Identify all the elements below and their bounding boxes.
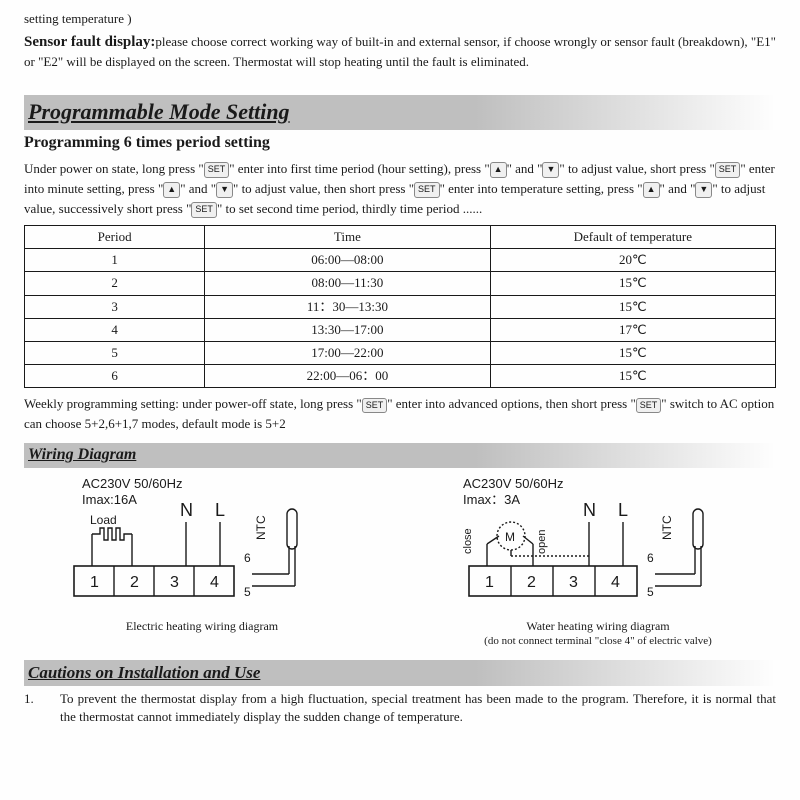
label-ntc: NTC: [660, 515, 674, 540]
caution-list: 1. To prevent the thermostat display from…: [24, 690, 776, 726]
table-cell: 6: [25, 365, 205, 388]
table-cell: 20℃: [490, 249, 775, 272]
water-heating-diagram: AC230V 50/60Hz Imax：3A N L M close open: [420, 474, 776, 650]
set-key-icon: SET: [204, 162, 230, 178]
period-table: Period Time Default of temperature 106:0…: [24, 225, 776, 388]
col-default-temp: Default of temperature: [490, 225, 775, 248]
terminal-3: 3: [569, 574, 578, 591]
weekly-programming-note: Weekly programming setting: under power-…: [24, 394, 776, 433]
set-key-icon: SET: [715, 162, 741, 178]
water-caption: Water heating wiring diagram: [420, 618, 776, 635]
text: " enter into temperature setting, press …: [440, 181, 643, 196]
label-close: close: [462, 528, 474, 554]
set-key-icon: SET: [362, 398, 388, 414]
table-cell: 13:30—17:00: [205, 318, 490, 341]
col-time: Time: [205, 225, 490, 248]
terminal-6: 6: [647, 551, 654, 565]
water-caption-sub: (do not connect terminal "close 4" of el…: [420, 634, 776, 649]
label-N: N: [583, 500, 596, 520]
programmable-mode-title: Programmable Mode Setting: [24, 95, 776, 130]
table-row: 106:00—08:0020℃: [25, 249, 776, 272]
down-key-icon: ▼: [542, 162, 559, 178]
label-load: Load: [90, 513, 117, 527]
table-cell: 15℃: [490, 341, 775, 364]
sensor-fault-lead: Sensor fault display:: [24, 34, 155, 50]
down-key-icon: ▼: [695, 182, 712, 198]
table-cell: 17℃: [490, 318, 775, 341]
set-key-icon: SET: [636, 398, 662, 414]
cautions-heading: Cautions on Installation and Use: [24, 660, 776, 686]
down-key-icon: ▼: [216, 182, 233, 198]
up-key-icon: ▲: [643, 182, 660, 198]
table-row: 413:30—17:0017℃: [25, 318, 776, 341]
text: " and ": [660, 181, 696, 196]
text: Under power on state, long press ": [24, 161, 204, 176]
terminal-2: 2: [130, 574, 139, 591]
up-key-icon: ▲: [490, 162, 507, 178]
set-key-icon: SET: [414, 182, 440, 198]
caution-number: 1.: [24, 690, 42, 726]
table-cell: 06:00—08:00: [205, 249, 490, 272]
table-cell: 4: [25, 318, 205, 341]
table-cell: 15℃: [490, 272, 775, 295]
label-M: M: [505, 530, 515, 544]
set-key-icon: SET: [191, 202, 217, 218]
terminal-3: 3: [170, 574, 179, 591]
terminal-5: 5: [647, 585, 654, 599]
text: " enter into first time period (hour set…: [229, 161, 489, 176]
programming-6-title: Programming 6 times period setting: [24, 132, 776, 154]
terminal-1: 1: [90, 574, 99, 591]
table-cell: 15℃: [490, 365, 775, 388]
table-cell: 3: [25, 295, 205, 318]
electric-heating-diagram: AC230V 50/60Hz Imax:16A N L Load 1: [24, 474, 380, 650]
table-row: 622:00—06：0015℃: [25, 365, 776, 388]
table-cell: 2: [25, 272, 205, 295]
label-open: open: [536, 529, 548, 553]
text: " and ": [180, 181, 216, 196]
table-cell: 5: [25, 341, 205, 364]
spec-line-1: AC230V 50/60Hz: [82, 476, 182, 491]
label-N: N: [180, 500, 193, 520]
table-cell: 15℃: [490, 295, 775, 318]
terminal-1: 1: [485, 574, 494, 591]
text: Weekly programming setting: under power-…: [24, 396, 362, 411]
table-cell: 11：30—13:30: [205, 295, 490, 318]
label-ntc: NTC: [254, 515, 268, 540]
table-cell: 08:00—11:30: [205, 272, 490, 295]
label-L: L: [215, 500, 225, 520]
electric-caption: Electric heating wiring diagram: [24, 618, 380, 635]
text: " and ": [507, 161, 543, 176]
wiring-diagram-heading: Wiring Diagram: [24, 443, 776, 467]
terminal-6: 6: [244, 551, 251, 565]
table-row: 517:00—22:0015℃: [25, 341, 776, 364]
table-header-row: Period Time Default of temperature: [25, 225, 776, 248]
spec-line-2: Imax:16A: [82, 492, 137, 507]
label-L: L: [618, 500, 628, 520]
terminal-5: 5: [244, 585, 251, 599]
table-row: 208:00—11:3015℃: [25, 272, 776, 295]
text: " enter into advanced options, then shor…: [387, 396, 636, 411]
programming-6-body: Under power on state, long press "SET" e…: [24, 159, 776, 219]
wiring-diagrams: AC230V 50/60Hz Imax:16A N L Load 1: [24, 474, 776, 650]
table-cell: 22:00—06：00: [205, 365, 490, 388]
col-period: Period: [25, 225, 205, 248]
table-row: 311：30—13:3015℃: [25, 295, 776, 318]
table-cell: 17:00—22:00: [205, 341, 490, 364]
spec-line-1: AC230V 50/60Hz: [463, 476, 563, 491]
terminal-4: 4: [210, 574, 219, 591]
spec-line-2: Imax：3A: [463, 492, 520, 507]
caution-text: To prevent the thermostat display from a…: [60, 690, 776, 726]
caution-item: 1. To prevent the thermostat display from…: [24, 690, 776, 726]
sensor-fault-block: Sensor fault display:please choose corre…: [24, 32, 776, 71]
table-cell: 1: [25, 249, 205, 272]
terminal-4: 4: [611, 574, 620, 591]
up-key-icon: ▲: [163, 182, 180, 198]
text: " to set second time period, thirdly tim…: [217, 201, 482, 216]
terminal-2: 2: [527, 574, 536, 591]
intro-tail: setting temperature ): [24, 10, 776, 28]
text: " to adjust value, then short press ": [233, 181, 414, 196]
text: " to adjust value, short press ": [559, 161, 714, 176]
